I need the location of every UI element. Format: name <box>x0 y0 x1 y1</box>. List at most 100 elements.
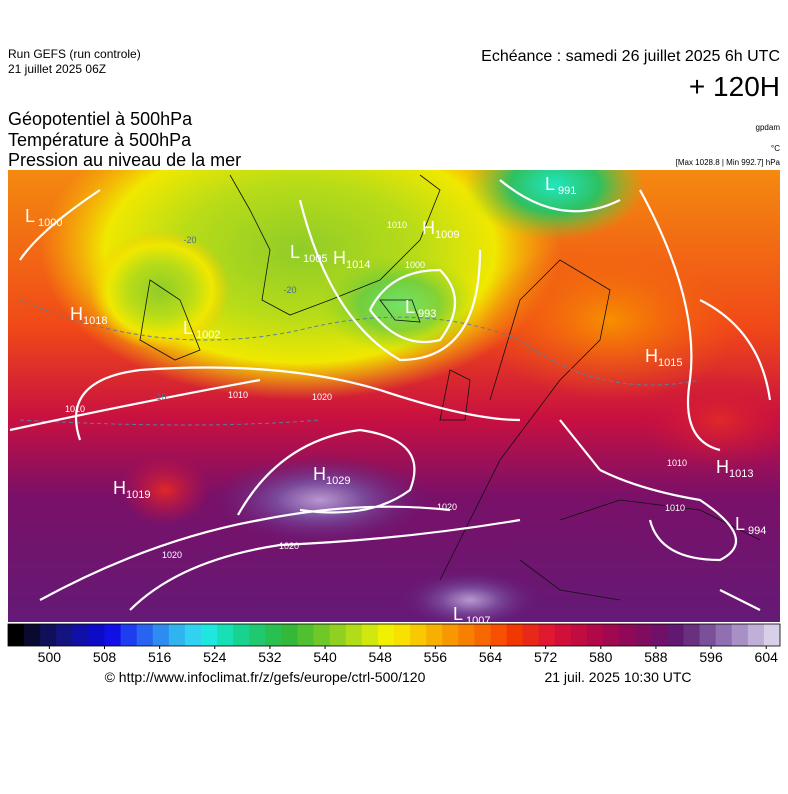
colorbar-swatch <box>538 624 556 646</box>
colorbar-swatch <box>297 624 315 646</box>
colorbar-swatch <box>394 624 411 646</box>
pressure-center-value: 1015 <box>658 357 682 369</box>
pressure-center-letter: L <box>183 318 193 338</box>
pressure-center-letter: L <box>545 174 555 194</box>
unit-label: gpdam <box>756 123 781 132</box>
pressure-center-value: 1002 <box>196 329 220 341</box>
colorbar-swatch <box>377 624 395 646</box>
isobar-label: 1000 <box>405 260 425 270</box>
colorbar-tick-label: 508 <box>93 649 117 665</box>
pressure-center-letter: H <box>70 304 83 324</box>
isobar <box>9 179 772 611</box>
isobar-label: 1020 <box>279 541 299 551</box>
colorbar-swatch <box>603 624 620 646</box>
colorbar-swatch <box>570 624 588 646</box>
colorbar-swatch <box>619 624 636 646</box>
pressure-center-value: 1029 <box>326 475 350 487</box>
colorbar-tick-label: 596 <box>699 649 723 665</box>
colorbar-tick-label: 516 <box>148 649 172 665</box>
pressure-center-letter: L <box>453 604 463 624</box>
isobar-label: 1020 <box>312 392 332 402</box>
colorbar-tick-label: 548 <box>369 649 393 665</box>
pressure-center-value: 1000 <box>38 217 62 229</box>
colorbar-swatch <box>506 624 524 646</box>
colorbar-swatch <box>281 624 298 646</box>
colorbar-tick-label: 540 <box>313 649 337 665</box>
pressure-center-letter: L <box>25 206 35 226</box>
colorbar-swatch <box>217 624 234 646</box>
colorbar-swatch <box>458 624 475 646</box>
echeance: Echéance : samedi 26 juillet 2025 6h UTC <box>481 48 780 65</box>
colorbar-swatch <box>731 624 749 646</box>
colorbar-swatch <box>554 624 572 646</box>
colorbar-tick-label: 604 <box>755 649 779 665</box>
field-shade <box>400 570 540 622</box>
isobar-label: 1020 <box>437 502 457 512</box>
colorbar-swatch <box>329 624 347 646</box>
colorbar-swatch <box>442 624 459 646</box>
colorbar-swatch <box>104 624 122 646</box>
colorbar-swatch <box>474 624 491 646</box>
isobar-label: 1010 <box>228 390 248 400</box>
colorbar-frame <box>7 623 781 647</box>
colorbar-swatch <box>361 624 379 646</box>
map <box>8 170 780 622</box>
pressure-center-letter: H <box>422 218 435 238</box>
field-shade <box>320 255 480 355</box>
pressure-center-value: 994 <box>748 525 766 537</box>
colorbar-swatch <box>683 624 701 646</box>
run-date: 21 juillet 2025 06Z <box>8 62 106 76</box>
source-url: © http://www.infoclimat.fr/z/gefs/europe… <box>105 669 426 685</box>
colorbar-swatch <box>345 624 363 646</box>
pressure-center-letter: H <box>716 457 729 477</box>
colorbar-tick-label: 580 <box>589 649 613 665</box>
colorbar-swatch <box>667 624 684 646</box>
pressure-center-letter: H <box>113 478 126 498</box>
pressure-center-letter: L <box>735 514 745 534</box>
pressure-center-value: 1018 <box>83 315 107 327</box>
colorbar-swatch <box>715 624 733 646</box>
colorbar-swatch <box>72 624 89 646</box>
colorbar-tick-label: 524 <box>203 649 227 665</box>
colorbar-swatch <box>136 624 154 646</box>
isotherm-label: -20 <box>183 235 196 245</box>
colorbar-tick-label: 556 <box>424 649 448 665</box>
colorbar-swatch <box>40 624 57 646</box>
colorbar-swatch <box>313 624 331 646</box>
unit-label: °C <box>771 144 780 153</box>
isotherm <box>19 299 701 426</box>
colorbar-tick-label: 564 <box>479 649 503 665</box>
colorbar-swatch <box>522 624 540 646</box>
pressure-center-value: 1013 <box>729 468 753 480</box>
lead-time: + 120H <box>689 71 780 102</box>
isobar-label: 1010 <box>665 503 685 513</box>
pressure-center-value: 991 <box>558 185 576 197</box>
pressure-center-letter: L <box>290 242 300 262</box>
pressure-center-letter: H <box>313 464 326 484</box>
isobar-label: 1020 <box>162 550 182 560</box>
colorbar-tick-label: 500 <box>38 649 62 665</box>
colorbar-tick-label: 572 <box>534 649 558 665</box>
colorbar-swatch <box>184 624 202 646</box>
pressure-center-letter: H <box>645 346 658 366</box>
run-label: Run GEFS (run controle) <box>8 47 141 61</box>
field-label: Pression au niveau de la mer <box>8 150 241 170</box>
colorbar-swatch <box>249 624 266 646</box>
colorbar-swatch <box>168 624 186 646</box>
colorbar-swatch <box>699 624 717 646</box>
isotherm-label: -20 <box>283 285 296 295</box>
pressure-center-letter: L <box>405 297 415 317</box>
field-shade <box>120 455 210 525</box>
colorbar-tick-label: 588 <box>644 649 668 665</box>
field-label: Température à 500hPa <box>8 130 192 150</box>
pressure-center-value: 993 <box>418 308 436 320</box>
colorbar-tick-label: 532 <box>258 649 282 665</box>
field-shade <box>90 230 230 350</box>
colorbar-swatch <box>265 624 282 646</box>
colorbar-swatch <box>651 624 668 646</box>
colorbar-swatch <box>201 624 218 646</box>
isotherm-label: -15 <box>153 392 166 402</box>
pressure-center-value: 1005 <box>303 253 327 265</box>
